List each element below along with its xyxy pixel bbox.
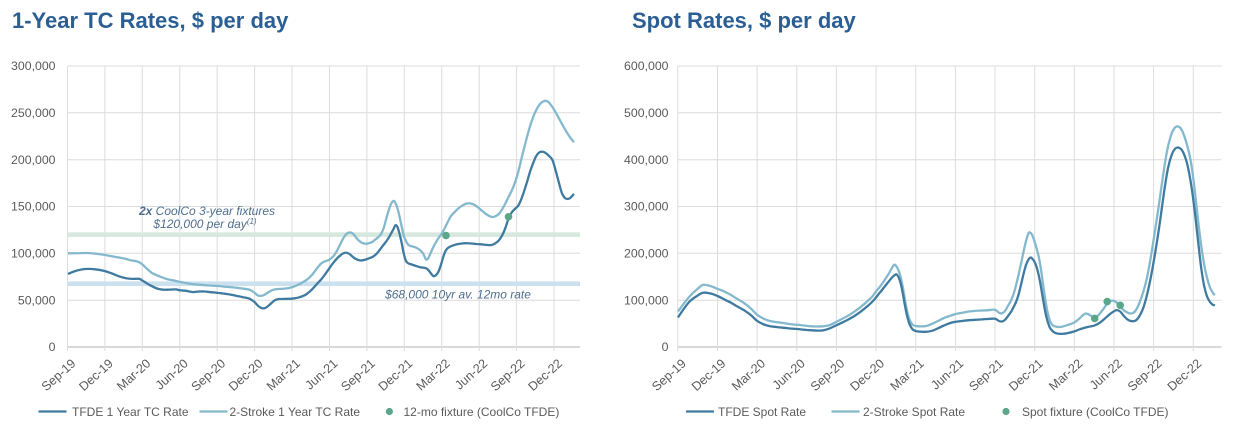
svg-text:150,000: 150,000 bbox=[11, 200, 56, 214]
svg-text:Dec-21: Dec-21 bbox=[1006, 356, 1046, 394]
svg-text:Dec-21: Dec-21 bbox=[376, 356, 416, 394]
svg-text:Jun-20: Jun-20 bbox=[153, 356, 191, 392]
svg-text:300,000: 300,000 bbox=[11, 59, 56, 73]
svg-text:100,000: 100,000 bbox=[624, 293, 669, 307]
svg-text:Dec-19: Dec-19 bbox=[689, 356, 729, 394]
svg-text:Dec-20: Dec-20 bbox=[848, 356, 888, 394]
svg-text:Dec-20: Dec-20 bbox=[226, 356, 266, 394]
svg-text:Jun-21: Jun-21 bbox=[928, 356, 966, 392]
svg-text:$68,000 10yr av. 12mo rate: $68,000 10yr av. 12mo rate bbox=[384, 288, 531, 302]
svg-text:Mar-22: Mar-22 bbox=[1046, 356, 1085, 393]
svg-text:Jun-22: Jun-22 bbox=[452, 356, 490, 392]
svg-text:200,000: 200,000 bbox=[11, 153, 56, 167]
svg-text:2-Stroke Spot Rate: 2-Stroke Spot Rate bbox=[863, 405, 965, 419]
svg-text:12-mo fixture (CoolCo TFDE): 12-mo fixture (CoolCo TFDE) bbox=[404, 405, 560, 419]
svg-text:200,000: 200,000 bbox=[624, 247, 669, 261]
svg-text:Dec-22: Dec-22 bbox=[525, 356, 565, 394]
svg-text:Dec-22: Dec-22 bbox=[1165, 356, 1205, 394]
svg-text:600,000: 600,000 bbox=[624, 59, 669, 73]
svg-text:Mar-22: Mar-22 bbox=[414, 356, 453, 393]
svg-text:300,000: 300,000 bbox=[624, 200, 669, 214]
svg-text:Sep-20: Sep-20 bbox=[189, 356, 229, 394]
svg-text:50,000: 50,000 bbox=[18, 293, 56, 307]
svg-text:Sep-19: Sep-19 bbox=[649, 356, 689, 394]
svg-text:Sep-21: Sep-21 bbox=[966, 356, 1006, 394]
svg-text:Sep-19: Sep-19 bbox=[39, 356, 79, 394]
svg-text:TFDE Spot Rate: TFDE Spot Rate bbox=[718, 405, 806, 419]
svg-text:Mar-21: Mar-21 bbox=[888, 356, 927, 393]
svg-text:Jun-22: Jun-22 bbox=[1087, 356, 1125, 392]
svg-text:Sep-21: Sep-21 bbox=[338, 356, 378, 394]
svg-text:Mar-20: Mar-20 bbox=[114, 356, 153, 393]
svg-text:TFDE 1 Year TC Rate: TFDE 1 Year TC Rate bbox=[72, 405, 189, 419]
svg-text:Jun-20: Jun-20 bbox=[770, 356, 808, 392]
svg-text:500,000: 500,000 bbox=[624, 106, 669, 120]
svg-text:$120,000 per day(1): $120,000 per day(1) bbox=[152, 217, 257, 231]
svg-text:250,000: 250,000 bbox=[11, 106, 56, 120]
svg-text:Dec-19: Dec-19 bbox=[76, 356, 116, 394]
svg-text:2-Stroke 1 Year TC Rate: 2-Stroke 1 Year TC Rate bbox=[230, 405, 361, 419]
svg-text:100,000: 100,000 bbox=[11, 247, 56, 261]
svg-text:Spot fixture (CoolCo TFDE): Spot fixture (CoolCo TFDE) bbox=[1022, 405, 1169, 419]
svg-text:Sep-22: Sep-22 bbox=[488, 356, 528, 394]
svg-text:400,000: 400,000 bbox=[624, 153, 669, 167]
svg-text:0: 0 bbox=[49, 340, 56, 354]
svg-text:Jun-21: Jun-21 bbox=[303, 356, 341, 392]
svg-text:Mar-21: Mar-21 bbox=[264, 356, 303, 393]
svg-text:Sep-22: Sep-22 bbox=[1125, 356, 1165, 394]
svg-text:Sep-20: Sep-20 bbox=[808, 356, 848, 394]
svg-text:0: 0 bbox=[662, 340, 669, 354]
svg-text:2x CoolCo 3-year fixtures: 2x CoolCo 3-year fixtures bbox=[138, 204, 275, 218]
svg-text:Mar-20: Mar-20 bbox=[729, 356, 768, 393]
